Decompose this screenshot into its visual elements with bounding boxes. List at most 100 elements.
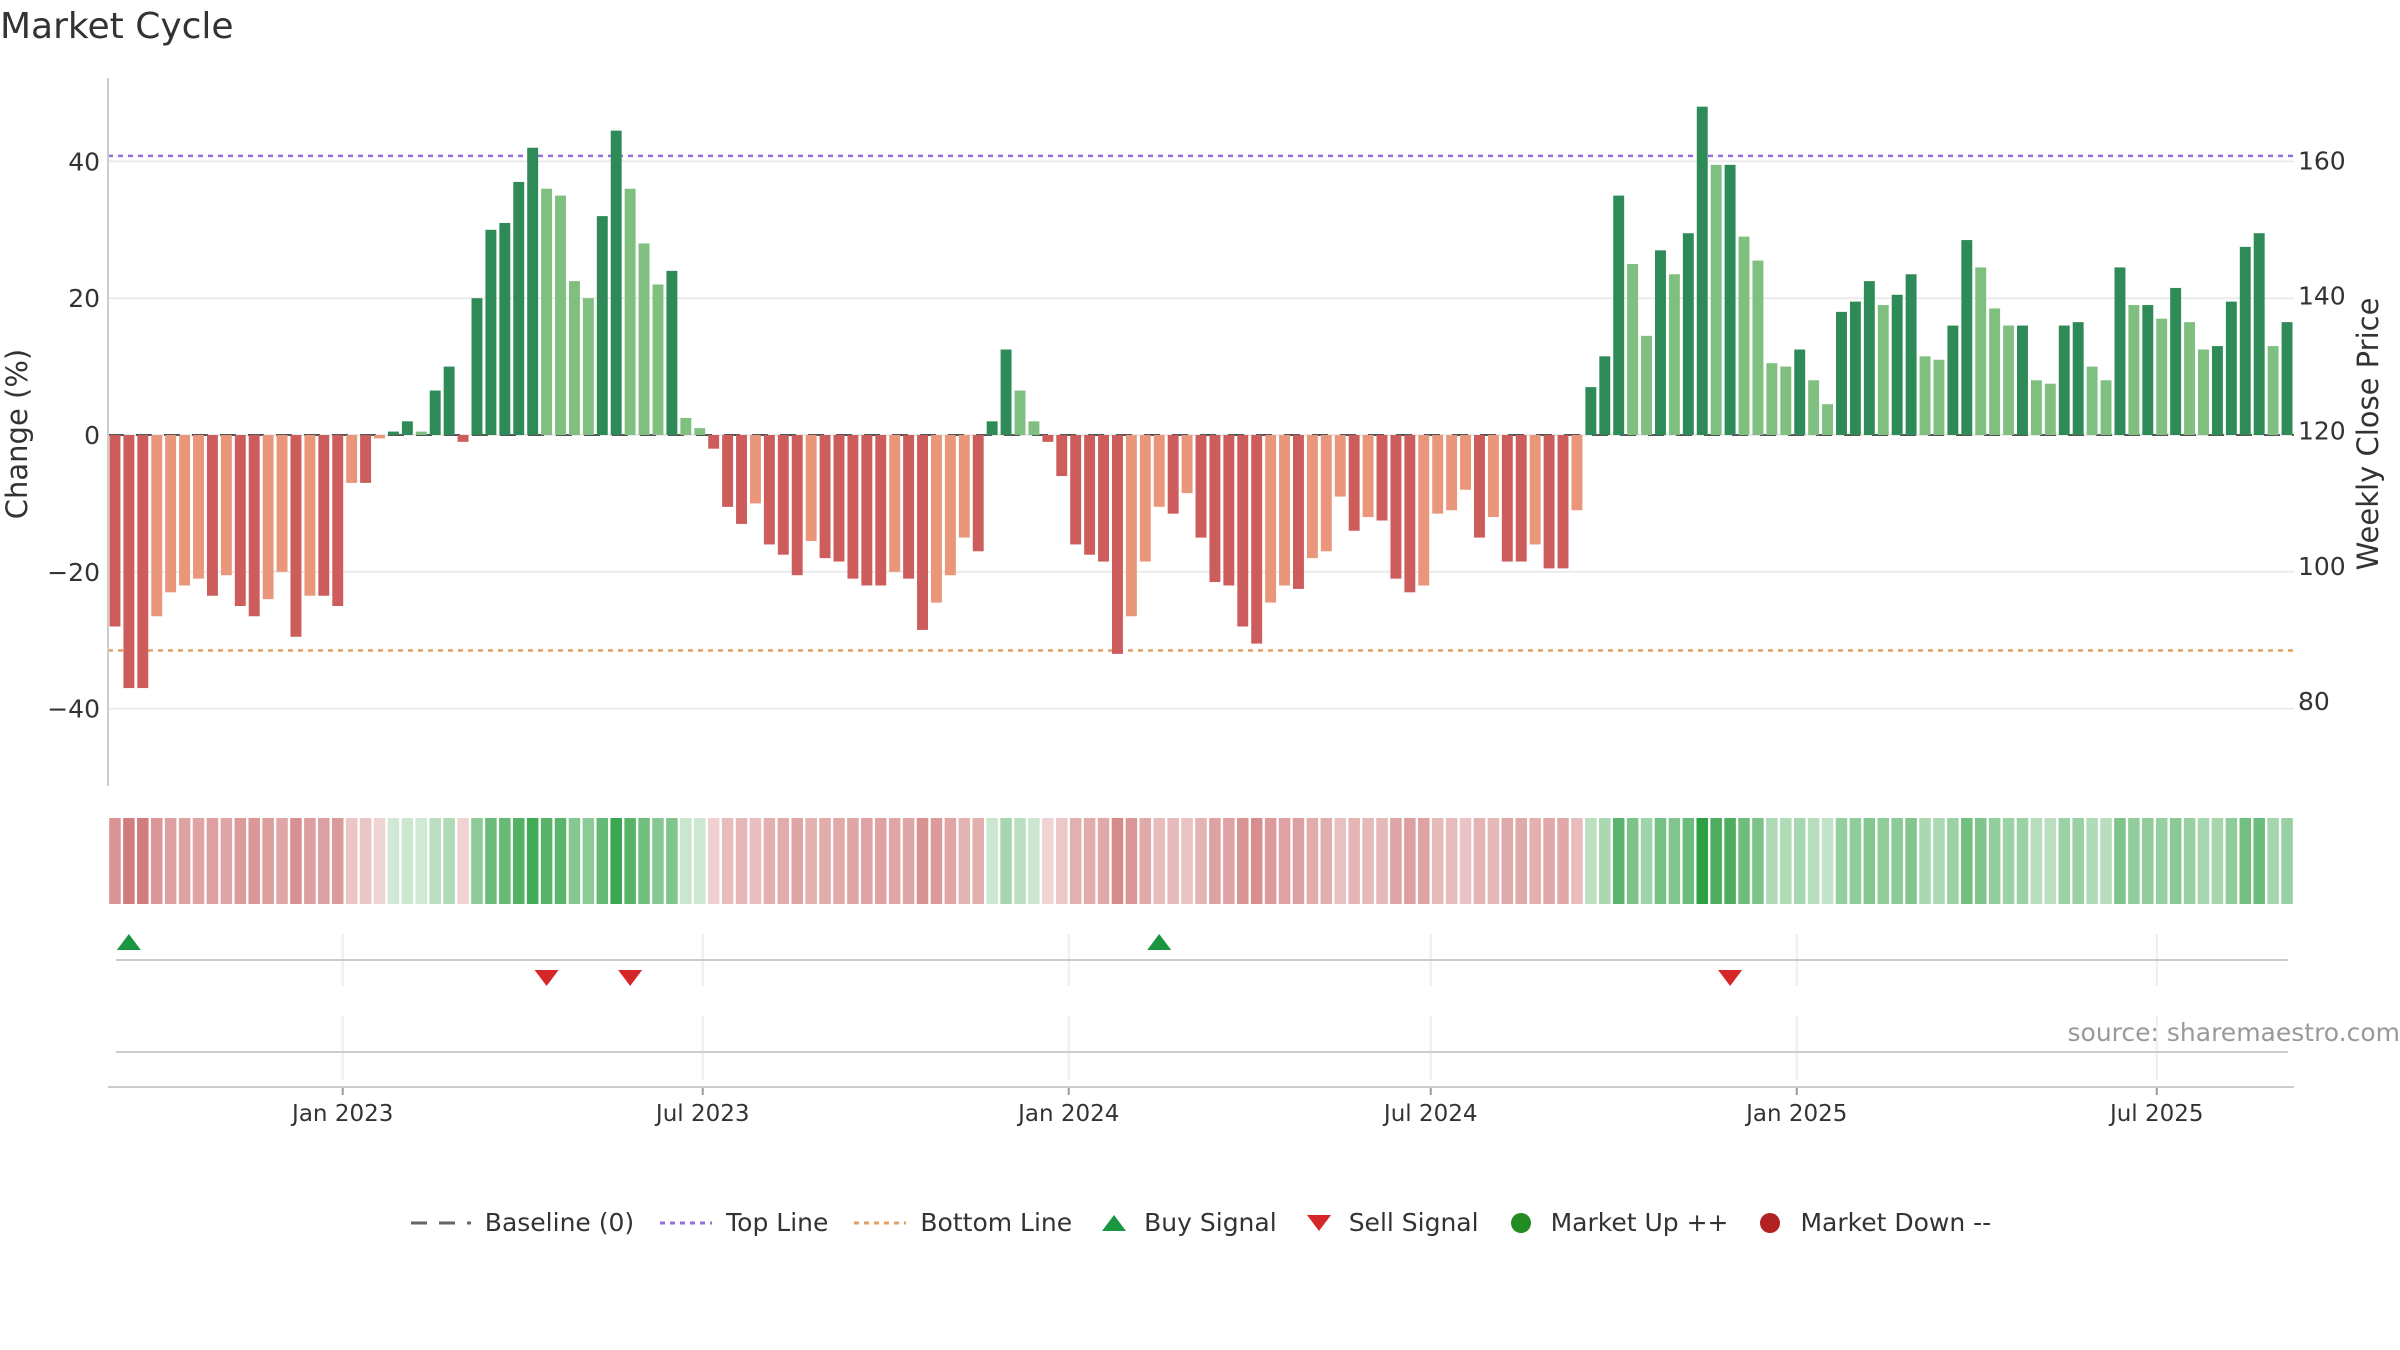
change-bar — [2128, 305, 2140, 435]
strip-cell — [874, 818, 887, 904]
legend-label: Sell Signal — [1348, 1208, 1479, 1237]
y2-axis-label: Weekly Close Price — [2351, 298, 2385, 571]
legend-label: Market Up ++ — [1550, 1208, 1729, 1237]
change-bar — [2142, 305, 2154, 435]
strip-cell — [610, 818, 622, 904]
strip-cell — [1557, 818, 1569, 904]
change-bar — [1613, 195, 1625, 435]
change-bar — [1891, 294, 1903, 435]
strip-cell — [178, 818, 191, 904]
strip-cell — [1891, 818, 1903, 904]
strip-cell — [318, 818, 330, 904]
triangle-up-icon — [1102, 1214, 1127, 1231]
strip-cell — [345, 818, 358, 904]
change-bar — [1404, 435, 1416, 593]
change-bar — [1501, 435, 1513, 562]
strip-cell — [1821, 818, 1834, 904]
strip-cell — [1111, 818, 1124, 904]
change-bar — [1320, 435, 1332, 552]
change-bar — [2086, 366, 2098, 435]
strip-cell — [1585, 818, 1597, 904]
change-bar — [1446, 435, 1458, 511]
legend-market-down: Market Down -- — [1752, 1208, 1991, 1237]
strip-cell — [1362, 818, 1374, 904]
change-bar — [582, 298, 594, 435]
change-bar — [2072, 322, 2084, 435]
change-bar — [206, 435, 218, 596]
change-bar — [861, 435, 873, 586]
change-bar — [1724, 164, 1736, 435]
change-bar — [596, 216, 608, 435]
strip-cell — [1181, 818, 1193, 904]
change-bar — [1098, 435, 1109, 562]
legend-label: Market Down -- — [1800, 1208, 1992, 1237]
change-bar — [1696, 106, 1708, 436]
change-bar — [2156, 318, 2168, 435]
strip-cell — [1250, 818, 1263, 904]
change-bar — [276, 435, 288, 572]
change-bar — [889, 435, 901, 572]
strip-cell — [2225, 818, 2238, 904]
strip-cell — [833, 818, 845, 904]
strip-cell — [2128, 818, 2140, 904]
x-tick-label: Jul 2025 — [2108, 1101, 2204, 1127]
change-bar — [151, 435, 163, 617]
change-bar — [1947, 325, 1959, 435]
change-bar — [1139, 435, 1151, 562]
change-bar — [777, 435, 789, 555]
change-bar — [1780, 366, 1792, 435]
strip-cell — [2155, 818, 2168, 904]
change-bar — [791, 435, 803, 576]
strip-cell — [262, 818, 274, 904]
strip-cell — [2239, 818, 2252, 904]
change-bar — [1390, 435, 1402, 579]
change-bar — [1042, 435, 1054, 442]
strip-cell — [847, 818, 859, 904]
strip-cell — [707, 818, 720, 904]
change-bar — [1961, 240, 1973, 435]
strip-cell — [972, 818, 984, 904]
change-bar — [736, 435, 747, 524]
change-bar — [1334, 435, 1346, 497]
change-bar — [1738, 236, 1750, 435]
change-bar — [1822, 404, 1834, 435]
strip-cell — [652, 818, 664, 904]
strip-cell — [1835, 818, 1848, 904]
legend-market-up: Market Up ++ — [1503, 1208, 1729, 1237]
strip-cell — [2100, 818, 2112, 904]
change-bar — [1919, 356, 1931, 435]
strip-cell — [1766, 818, 1778, 904]
y2-tick-label: 120 — [2298, 417, 2346, 446]
change-bar — [1111, 435, 1123, 654]
strip-cell — [1320, 818, 1333, 904]
strip-cell — [1000, 818, 1012, 904]
strip-cell — [1877, 818, 1890, 904]
strip-cell — [137, 818, 149, 904]
change-bar — [1975, 267, 1987, 435]
change-bar — [680, 417, 692, 435]
strip-cell — [1487, 818, 1500, 904]
strip-cell — [331, 818, 344, 904]
strip-cell — [485, 818, 497, 904]
y2-tick-label: 140 — [2298, 282, 2346, 311]
strip-cell — [2072, 818, 2084, 904]
strip-cell — [568, 818, 581, 904]
x-tick-label: Jul 2024 — [1382, 1101, 1478, 1127]
strip-cell — [2114, 818, 2126, 904]
y-tick-label: −40 — [47, 695, 100, 724]
strip-cell — [164, 818, 177, 904]
strip-cell — [234, 818, 247, 904]
change-bar — [193, 435, 204, 579]
strip-cell — [1988, 818, 2001, 904]
strip-cell — [2183, 818, 2196, 904]
strip-cell — [2058, 818, 2071, 904]
change-bar — [457, 435, 469, 442]
change-bar — [2030, 380, 2042, 435]
strip-cell — [304, 818, 316, 904]
strip-cell — [2002, 818, 2015, 904]
strip-cell — [805, 818, 817, 904]
strip-cell — [1069, 818, 1082, 904]
strip-cell — [1153, 818, 1165, 904]
strip-cell — [526, 818, 539, 904]
strip-cell — [1724, 818, 1736, 904]
